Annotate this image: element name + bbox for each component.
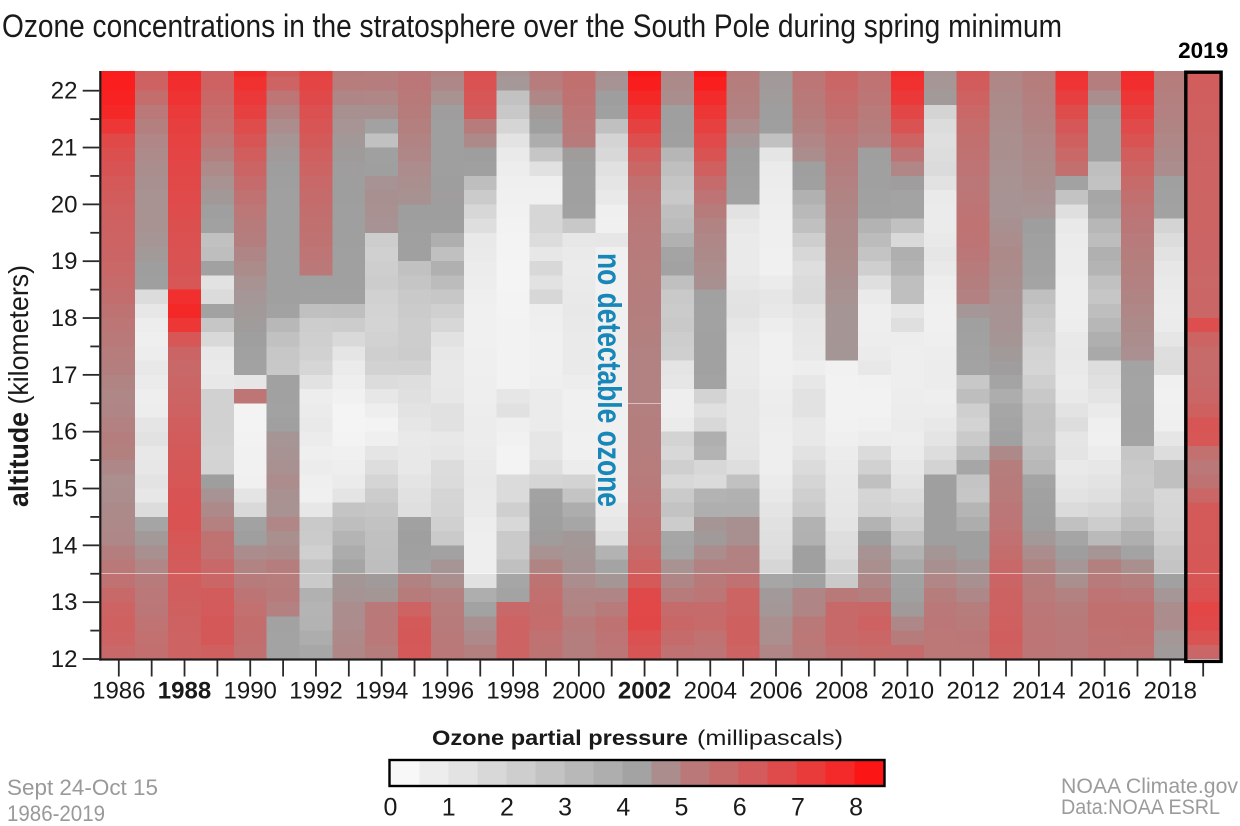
svg-text:2012: 2012 [947,678,1000,705]
svg-text:2: 2 [500,794,514,822]
svg-text:2000: 2000 [552,678,605,705]
svg-text:NOAA Climate.gov: NOAA Climate.gov [1061,775,1238,798]
svg-text:1996: 1996 [421,678,474,705]
svg-text:2006: 2006 [749,678,802,705]
svg-text:18: 18 [51,305,78,332]
svg-text:19: 19 [51,248,78,275]
svg-text:6: 6 [733,794,747,822]
svg-text:Data:NOAA ESRL: Data:NOAA ESRL [1061,796,1220,819]
svg-text:13: 13 [51,589,78,616]
svg-text:2008: 2008 [815,678,868,705]
svg-text:16: 16 [51,419,78,446]
svg-text:1988: 1988 [158,678,211,705]
svg-text:21: 21 [51,135,78,162]
svg-text:15: 15 [51,476,78,503]
svg-text:no detectable ozone: no detectable ozone [590,253,628,507]
svg-text:8: 8 [849,794,863,822]
svg-text:17: 17 [51,362,78,389]
svg-text:1990: 1990 [224,678,277,705]
svg-text:22: 22 [51,78,78,105]
svg-text:7: 7 [791,794,805,822]
svg-text:2002: 2002 [618,678,671,705]
svg-text:2004: 2004 [684,678,737,705]
svg-text:1998: 1998 [486,678,539,705]
svg-text:1: 1 [442,794,456,822]
svg-text:2019: 2019 [1178,38,1228,63]
svg-text:1986: 1986 [92,678,145,705]
svg-text:2016: 2016 [1078,678,1131,705]
svg-text:4: 4 [616,794,630,822]
svg-text:altitude (kilometers): altitude (kilometers) [4,265,34,507]
svg-text:3: 3 [558,794,572,822]
svg-text:5: 5 [675,794,689,822]
svg-text:2014: 2014 [1012,678,1065,705]
svg-text:Sept 24-Oct 15: Sept 24-Oct 15 [7,775,158,800]
svg-text:(millipascals): (millipascals) [697,726,843,750]
svg-text:20: 20 [51,191,78,218]
svg-text:Ozone partial pressure: Ozone partial pressure [432,726,688,750]
svg-text:Ozone concentrations in the st: Ozone concentrations in the stratosphere… [2,8,1062,44]
svg-text:14: 14 [51,532,78,559]
svg-text:1986-2019: 1986-2019 [7,801,105,826]
svg-text:1994: 1994 [355,678,408,705]
svg-text:2010: 2010 [881,678,934,705]
svg-text:0: 0 [384,794,398,822]
svg-text:2018: 2018 [1144,678,1197,705]
svg-text:12: 12 [51,646,78,673]
svg-text:1992: 1992 [289,678,342,705]
